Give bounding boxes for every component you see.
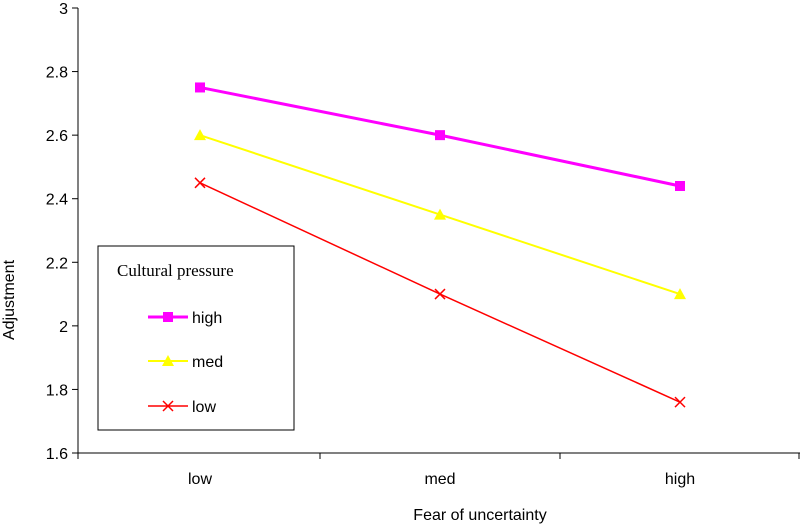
plot-area bbox=[77, 8, 800, 454]
series-med bbox=[194, 129, 686, 300]
series-layer bbox=[194, 82, 686, 408]
data-point-med bbox=[194, 129, 206, 141]
legend-marker bbox=[162, 400, 174, 412]
legend-title: Cultural pressure bbox=[117, 261, 234, 280]
data-point-med bbox=[434, 208, 446, 220]
legend-item-med: med bbox=[148, 354, 223, 371]
y-tick-label: 1.8 bbox=[46, 382, 68, 399]
data-point-low bbox=[194, 177, 206, 189]
x-tick-label: med bbox=[424, 471, 455, 488]
data-point-low bbox=[434, 288, 446, 300]
legend-items: high med low bbox=[148, 310, 223, 416]
y-tick-label: 2.6 bbox=[46, 128, 68, 145]
x-tick-label: high bbox=[665, 471, 695, 488]
legend-marker bbox=[163, 312, 173, 322]
series-high bbox=[195, 82, 685, 191]
legend-label: med bbox=[192, 354, 223, 371]
y-ticks: 1.6 1.8 2 2.2 2.4 2.6 2.8 3 bbox=[46, 1, 78, 463]
data-point-high bbox=[195, 82, 205, 93]
y-tick-label: 3 bbox=[59, 1, 68, 18]
series-low bbox=[194, 177, 686, 408]
legend-label: low bbox=[192, 399, 216, 416]
legend: Cultural pressure high med low bbox=[97, 245, 295, 431]
x-ticks: low med high bbox=[77, 453, 800, 488]
legend-label: high bbox=[192, 310, 222, 327]
data-point-low bbox=[674, 396, 686, 408]
data-point-med bbox=[674, 288, 686, 300]
y-axis-title: Adjustment bbox=[1, 259, 18, 340]
data-point-high bbox=[675, 181, 685, 191]
legend-item-low: low bbox=[148, 399, 216, 416]
legend-marker bbox=[162, 355, 174, 366]
legend-item-high: high bbox=[148, 310, 222, 327]
y-tick-label: 2 bbox=[59, 319, 68, 336]
y-tick-label: 2.8 bbox=[46, 65, 68, 82]
y-tick-label: 2.4 bbox=[46, 192, 68, 209]
y-tick-label: 1.6 bbox=[46, 446, 68, 463]
x-axis-title: Fear of uncertainty bbox=[413, 507, 546, 524]
legend-box bbox=[97, 245, 295, 431]
data-point-high bbox=[435, 130, 445, 141]
y-tick-label: 2.2 bbox=[46, 255, 68, 272]
x-tick-label: low bbox=[188, 471, 212, 488]
